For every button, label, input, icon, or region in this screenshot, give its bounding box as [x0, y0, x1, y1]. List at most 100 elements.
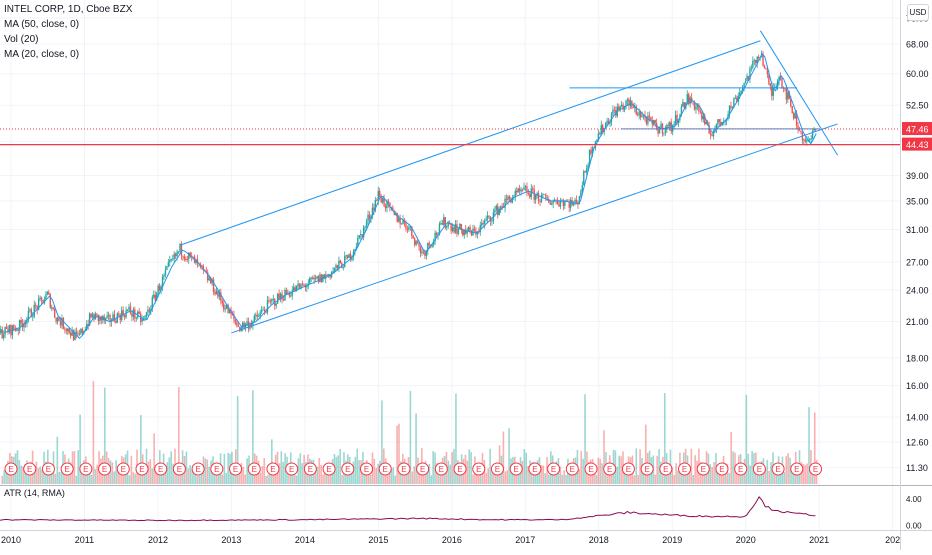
volume-bar	[502, 431, 505, 484]
candle-body	[148, 309, 151, 312]
earnings-marker-label: E	[158, 465, 163, 474]
volume-bar	[375, 467, 378, 484]
earnings-marker: E	[378, 462, 392, 476]
volume-bar	[624, 465, 626, 484]
volume-bar	[20, 465, 23, 484]
candle-body	[597, 133, 600, 140]
earnings-marker-label: E	[83, 465, 88, 474]
candle-body	[357, 237, 359, 247]
candle-body	[412, 235, 414, 239]
earnings-marker-circle	[640, 462, 654, 476]
candle-body	[397, 218, 400, 222]
candle-body	[40, 297, 43, 300]
candle-body	[374, 200, 377, 211]
candle-body	[568, 201, 570, 208]
volume-bar	[546, 457, 548, 484]
earnings-marker: E	[696, 462, 710, 476]
atr-legend[interactable]: ATR (14, RMA)	[4, 488, 65, 498]
candle-body	[539, 201, 541, 202]
volume-bar	[741, 474, 744, 484]
candle-body	[259, 312, 261, 317]
candle-body	[179, 244, 181, 252]
candle-body	[523, 186, 525, 191]
price-tick-label: 31.00	[906, 225, 929, 235]
volume-bar	[48, 468, 51, 484]
currency-button[interactable]: USD	[907, 4, 929, 21]
earnings-marker-label: E	[102, 465, 107, 474]
volume-bar	[327, 468, 330, 484]
earnings-marker-circle	[715, 462, 729, 476]
candle-body	[533, 189, 535, 200]
earnings-marker: E	[210, 462, 224, 476]
volume-bar	[394, 475, 397, 484]
legend-ma20[interactable]: MA (20, close, 0)	[4, 49, 80, 60]
candle-body	[122, 310, 124, 316]
candle-body	[800, 130, 802, 132]
candle-body	[87, 324, 89, 326]
earnings-marker-label: E	[439, 465, 444, 474]
volume-bar	[455, 393, 457, 484]
candle-body	[495, 205, 498, 211]
candle-body	[180, 244, 183, 256]
volume-bar	[337, 455, 340, 484]
earnings-marker-circle	[247, 462, 261, 476]
candle-body	[505, 198, 508, 200]
volume-bar	[701, 475, 704, 484]
volume-bar	[639, 449, 641, 484]
earnings-marker-circle	[696, 462, 710, 476]
volume-bar	[388, 469, 391, 484]
earnings-marker-circle	[60, 462, 74, 476]
candle-body	[545, 194, 547, 200]
volume-bar	[730, 431, 732, 484]
candle-body	[619, 106, 621, 110]
candle-body	[166, 266, 168, 270]
candle-body	[602, 125, 604, 132]
candle-body	[479, 225, 481, 232]
candle-body	[438, 223, 441, 235]
candle-body	[271, 299, 273, 302]
time-tick-label: 2011	[75, 535, 94, 545]
time-tick-label: 2012	[148, 535, 168, 545]
volume-bar	[597, 457, 600, 484]
candle-body	[131, 313, 133, 317]
candle-body	[364, 226, 366, 228]
volume-bar	[189, 464, 191, 484]
volume-bar	[466, 460, 469, 484]
candle-body	[389, 202, 391, 208]
volume-bar	[756, 472, 759, 484]
earnings-marker-label: E	[644, 465, 649, 474]
candle-body	[376, 200, 378, 201]
candle-body	[386, 200, 388, 209]
candle-body	[279, 293, 282, 299]
legend-ma50[interactable]: MA (50, close, 0)	[4, 19, 80, 30]
volume-bar	[783, 472, 786, 484]
legend-symbol[interactable]: INTEL CORP, 1D, Cboe BZX	[4, 4, 133, 15]
earnings-marker-label: E	[270, 465, 275, 474]
candle-body	[638, 112, 640, 116]
volume-bar	[149, 459, 152, 484]
volume-bar	[453, 448, 455, 484]
volume-bar	[534, 473, 537, 484]
candle-body	[575, 199, 578, 203]
candle-body	[309, 278, 311, 284]
volume-bar	[813, 412, 816, 484]
candle-body	[276, 293, 279, 304]
legend-volume[interactable]: Vol (20)	[4, 34, 39, 45]
earnings-marker-label: E	[345, 465, 350, 474]
candle-body	[534, 194, 537, 200]
earnings-marker-circle	[359, 462, 373, 476]
candle-body	[781, 78, 783, 88]
candle-body	[604, 122, 607, 129]
volume-bar	[601, 463, 603, 484]
candle-body	[164, 269, 167, 275]
volume-bar	[563, 470, 565, 484]
volume-bar	[599, 458, 602, 484]
candle-body	[698, 104, 700, 112]
candle-body	[750, 67, 753, 69]
volume-bar	[109, 460, 112, 484]
candle-body	[511, 197, 514, 203]
candle-body	[548, 199, 550, 203]
volume-bar	[584, 394, 586, 484]
